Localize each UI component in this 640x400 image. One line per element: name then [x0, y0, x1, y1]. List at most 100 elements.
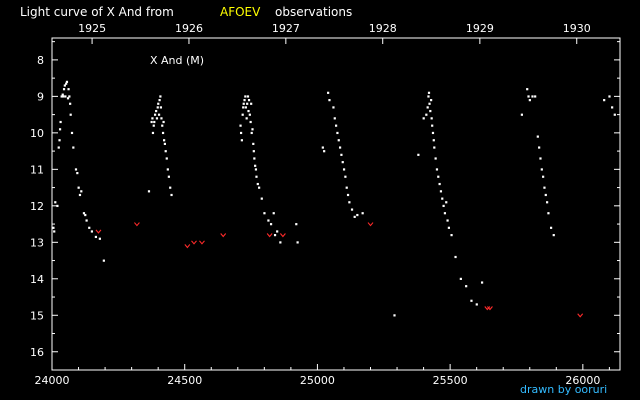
observation-point — [85, 219, 88, 222]
observation-point — [536, 135, 539, 138]
plot-frame — [51, 37, 621, 371]
observation-point — [58, 128, 62, 131]
observation-point — [84, 213, 87, 217]
observation-point — [269, 223, 273, 226]
observation-point — [58, 139, 61, 142]
observation-point — [90, 230, 94, 233]
observation-point — [534, 95, 537, 98]
observation-point — [62, 95, 65, 98]
observation-point — [613, 113, 616, 116]
observation-point — [353, 215, 356, 218]
x-tick-label: 24500 — [167, 374, 202, 387]
observation-point — [63, 84, 66, 87]
fainter-than-points — [95, 222, 584, 318]
observation-point — [260, 197, 263, 200]
observation-point — [246, 95, 250, 98]
observation-point — [244, 95, 247, 98]
observation-point — [425, 113, 428, 116]
fainter-than-point — [279, 233, 286, 238]
observation-point — [82, 212, 86, 215]
chart-title-suffix: observations — [275, 5, 352, 19]
observation-point — [520, 113, 523, 116]
y-tick-label: 8 — [37, 54, 44, 67]
observation-point — [430, 117, 433, 120]
observation-point — [169, 186, 172, 189]
observation-point — [470, 299, 473, 302]
observation-point — [162, 120, 165, 124]
observation-point — [542, 175, 545, 178]
observation-point — [272, 212, 275, 215]
observation-point — [341, 161, 344, 164]
observation-point — [346, 193, 350, 197]
observation-point — [65, 80, 69, 83]
observation-point — [338, 146, 342, 149]
observation-point — [356, 213, 359, 217]
observation-point — [156, 106, 159, 109]
observation-point — [250, 131, 253, 135]
observation-point — [263, 212, 266, 215]
observation-point — [64, 95, 67, 98]
y-tick-label: 9 — [37, 90, 44, 103]
observation-point — [251, 128, 254, 131]
observation-point — [437, 175, 440, 178]
y-tick-label: 13 — [30, 236, 44, 249]
observation-point — [161, 124, 164, 127]
observation-point — [332, 106, 335, 109]
observation-point — [254, 164, 257, 167]
observation-point — [335, 124, 338, 127]
observation-point — [459, 277, 462, 280]
observation-point — [157, 102, 160, 105]
observation-point — [328, 99, 331, 102]
observation-point — [239, 124, 242, 127]
fainter-than-point — [487, 306, 493, 311]
observation-point — [430, 99, 433, 102]
observation-point — [433, 146, 436, 149]
observation-point — [166, 168, 169, 171]
observation-point — [350, 208, 354, 211]
observation-point — [480, 281, 484, 284]
observation-point — [552, 234, 555, 237]
chart-title-source: AFOEV — [220, 5, 261, 19]
observation-point — [538, 146, 541, 149]
observation-points — [52, 80, 616, 317]
observation-point — [61, 93, 64, 96]
observation-point — [250, 102, 253, 105]
x-axis: 24000 24500 25000 25500 26000 — [35, 364, 610, 387]
fainter-than-point — [577, 313, 584, 318]
observation-point — [267, 219, 270, 222]
observation-point — [155, 117, 159, 120]
observation-point — [438, 182, 441, 186]
observation-point — [526, 88, 529, 91]
fainter-than-point — [266, 233, 273, 238]
observation-point — [54, 201, 57, 204]
observation-point — [56, 204, 59, 208]
observation-point — [295, 223, 298, 226]
x-tick-label: 25500 — [433, 374, 468, 387]
observation-point — [164, 150, 167, 153]
observation-point — [80, 190, 83, 193]
observation-point — [159, 95, 162, 98]
observation-point — [429, 109, 432, 113]
observation-point — [241, 113, 244, 116]
observation-point — [296, 241, 299, 244]
observation-point — [327, 91, 330, 94]
observation-point — [454, 255, 457, 259]
observation-point — [603, 99, 606, 102]
observation-point — [78, 193, 82, 197]
observation-point — [428, 102, 431, 105]
observation-point — [608, 95, 611, 98]
observation-point — [445, 201, 448, 204]
observation-point — [337, 139, 340, 142]
observation-point — [244, 106, 247, 109]
observation-point — [247, 109, 250, 113]
observation-point — [450, 234, 453, 237]
observation-point — [434, 157, 437, 160]
observation-point — [248, 113, 251, 116]
observation-point — [152, 124, 155, 127]
observation-point — [52, 226, 55, 229]
x-tick-label: 25000 — [300, 374, 335, 387]
fainter-than-point — [367, 222, 374, 227]
year-tick-label: 1925 — [78, 22, 106, 35]
observation-point — [361, 212, 364, 215]
